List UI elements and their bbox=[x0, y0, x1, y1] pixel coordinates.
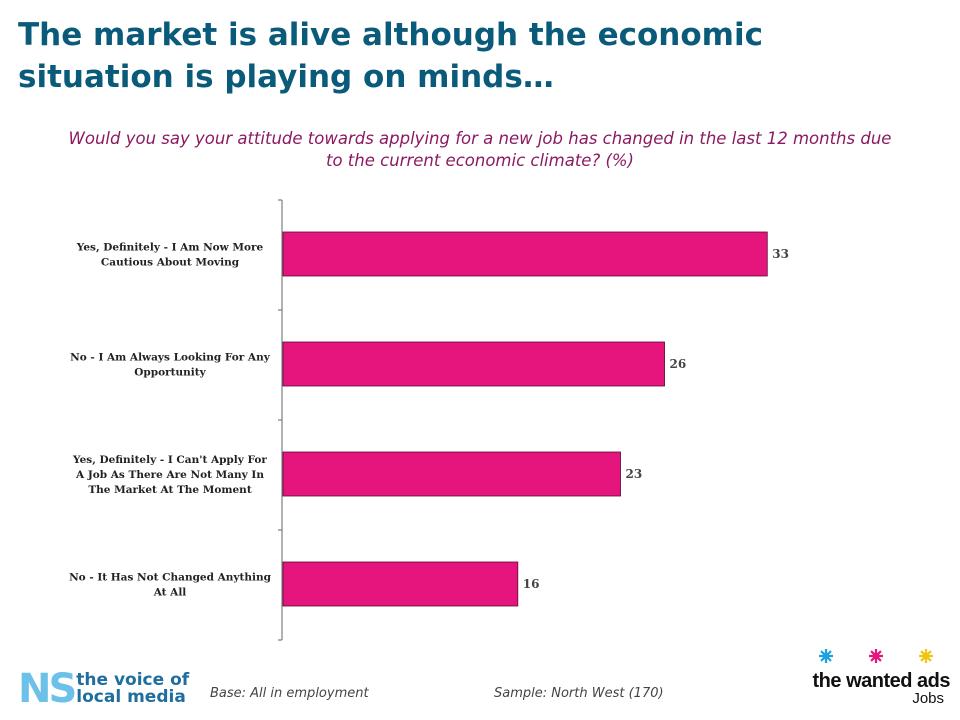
category-label: Yes, Definitely - I Am Now More bbox=[76, 242, 264, 254]
ns-logo-line1: the voice of bbox=[76, 670, 190, 690]
category-label: Opportunity bbox=[134, 367, 206, 379]
category-label: Cautious About Moving bbox=[101, 257, 240, 269]
data-label: 33 bbox=[772, 247, 789, 261]
category-label: A Job As There Are Not Many In bbox=[75, 469, 264, 481]
category-label: The Market At The Moment bbox=[88, 484, 252, 496]
ns-logo: NS the voice of local media bbox=[18, 668, 189, 710]
wanted-ads-jobs: Jobs bbox=[912, 690, 944, 707]
data-label: 16 bbox=[523, 577, 540, 591]
star-icon bbox=[819, 649, 833, 663]
base-note: Base: All in employment bbox=[210, 686, 369, 701]
sample-note: Sample: North West (170) bbox=[494, 686, 664, 701]
bar bbox=[282, 561, 519, 607]
data-label: 26 bbox=[670, 357, 687, 371]
star-icons bbox=[819, 649, 933, 663]
wanted-ads-logo: the wanted ads Jobs bbox=[800, 646, 951, 712]
bar bbox=[282, 341, 665, 387]
data-label: 23 bbox=[626, 467, 643, 481]
star-icon bbox=[869, 649, 883, 663]
ns-logo-line2: local media bbox=[76, 687, 186, 707]
bar bbox=[282, 231, 768, 277]
page-title: The market is alive although the economi… bbox=[18, 17, 763, 95]
category-label: No - I Am Always Looking For Any bbox=[70, 352, 271, 364]
category-label: At All bbox=[153, 587, 187, 599]
category-label: Yes, Definitely - I Can't Apply For bbox=[72, 454, 267, 466]
star-icon bbox=[919, 649, 933, 663]
wanted-ads-name: the wanted ads bbox=[812, 670, 951, 692]
category-label: No - It Has Not Changed Anything bbox=[69, 572, 272, 584]
chart-question: Would you say your attitude towards appl… bbox=[68, 129, 892, 170]
ns-logo-mark: NS bbox=[18, 666, 77, 712]
ns-logo-text: the voice of local media bbox=[76, 672, 189, 706]
bar bbox=[282, 451, 621, 497]
